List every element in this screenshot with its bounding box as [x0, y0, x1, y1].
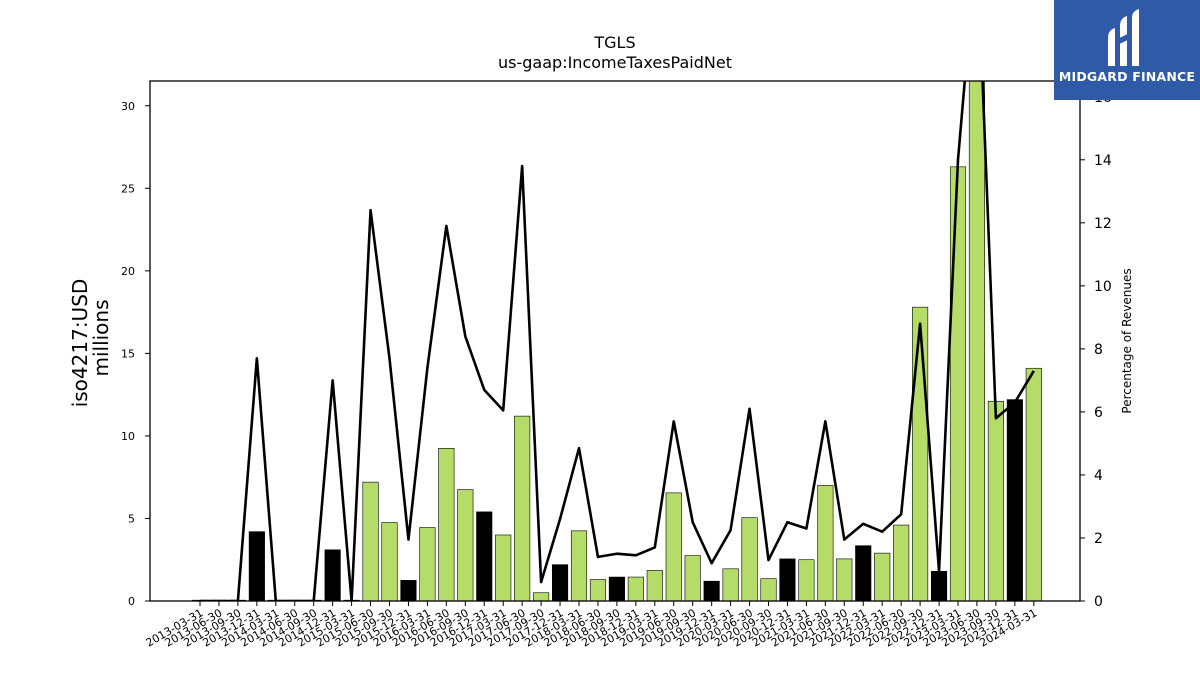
plot-frame	[149, 80, 1081, 602]
bar-2023-03-31	[949, 166, 967, 601]
percentage-line	[200, 81, 1035, 601]
bar-2019-09-30	[684, 555, 701, 601]
bar-2020-06-30	[741, 517, 758, 601]
bar-2021-03-31	[798, 559, 815, 601]
bar-2022-12-31	[930, 570, 948, 601]
bar-2021-09-30	[836, 558, 853, 601]
y2-axis-ticks: 0246810121416	[1080, 90, 1112, 610]
y-tick-label: 25	[121, 182, 135, 195]
y-axis-ticks: 0 5 10 15 20 25 30	[121, 100, 150, 608]
bar-2022-03-31	[874, 552, 891, 601]
y2-tick-label: 2	[1094, 531, 1103, 547]
y-tick-label: 10	[121, 430, 135, 443]
bar-2015-09-30	[381, 522, 398, 601]
bar-2021-06-30	[817, 485, 834, 601]
bar-2023-09-30	[987, 400, 1004, 601]
midgard-finance-logo: MIDGARD FINANCE	[1054, 0, 1200, 100]
y2-tick-label: 4	[1094, 468, 1103, 484]
bar-2016-06-30	[438, 447, 455, 601]
bar-2016-12-31	[476, 511, 493, 601]
bar-2016-09-30	[457, 489, 474, 601]
bar-2018-06-30	[589, 579, 607, 601]
y2-tick-label: 8	[1094, 342, 1103, 358]
bar-2017-03-31	[495, 534, 512, 601]
bar-2019-03-31	[646, 570, 663, 601]
bar-2013-12-31	[248, 531, 265, 601]
y2-tick-label: 12	[1094, 216, 1112, 232]
bar-2018-09-30	[608, 576, 625, 601]
chart-subtitle: us-gaap:IncomeTaxesPaidNet	[498, 53, 732, 72]
bar-2017-06-30	[514, 415, 531, 601]
bar-2021-12-31	[855, 545, 872, 601]
y2-axis-label: Percentage of Revenues	[1120, 268, 1134, 413]
bar-2020-03-31	[722, 568, 739, 601]
y-tick-label: 20	[121, 265, 135, 278]
bar-2022-09-30	[912, 306, 929, 601]
bar-2020-09-30	[760, 578, 777, 601]
midgard-logo-icon	[1108, 9, 1139, 66]
bar-2020-12-31	[779, 558, 796, 601]
bar-2024-03-31	[1025, 367, 1042, 601]
logo-text: MIDGARD FINANCE	[1058, 69, 1196, 84]
bar-2015-12-31	[400, 580, 417, 601]
bar-2016-03-31	[419, 527, 436, 601]
bar-2023-06-30	[968, 81, 986, 601]
bar-2019-12-31	[703, 580, 720, 601]
y2-tick-label: 0	[1094, 594, 1103, 610]
y2-tick-label: 14	[1094, 153, 1112, 169]
bar-2014-12-31	[324, 549, 341, 601]
bar-2015-06-30	[362, 481, 379, 601]
bar-2017-12-31	[551, 564, 569, 601]
chart-title: TGLS	[593, 33, 635, 52]
y-axis-label-line1: iso4217:USD	[68, 279, 92, 408]
bar-2019-06-30	[665, 492, 682, 601]
y-tick-label: 0	[128, 595, 135, 608]
bar-2018-03-31	[570, 530, 588, 601]
x-axis-ticks: 2013-03-312013-06-302013-09-302013-12-31…	[144, 601, 1039, 650]
y-axis-label-line2: millions	[89, 299, 113, 376]
bar-2017-09-30	[533, 592, 550, 601]
bar-2018-12-31	[627, 576, 644, 601]
y-tick-label: 15	[121, 347, 135, 360]
bar-series	[191, 81, 1042, 601]
bar-2023-12-31	[1006, 399, 1023, 601]
y-tick-label: 5	[128, 512, 135, 525]
bar-2022-06-30	[893, 524, 910, 601]
y-tick-label: 30	[121, 100, 135, 113]
y2-tick-label: 10	[1094, 279, 1112, 295]
y2-tick-label: 6	[1094, 405, 1103, 421]
